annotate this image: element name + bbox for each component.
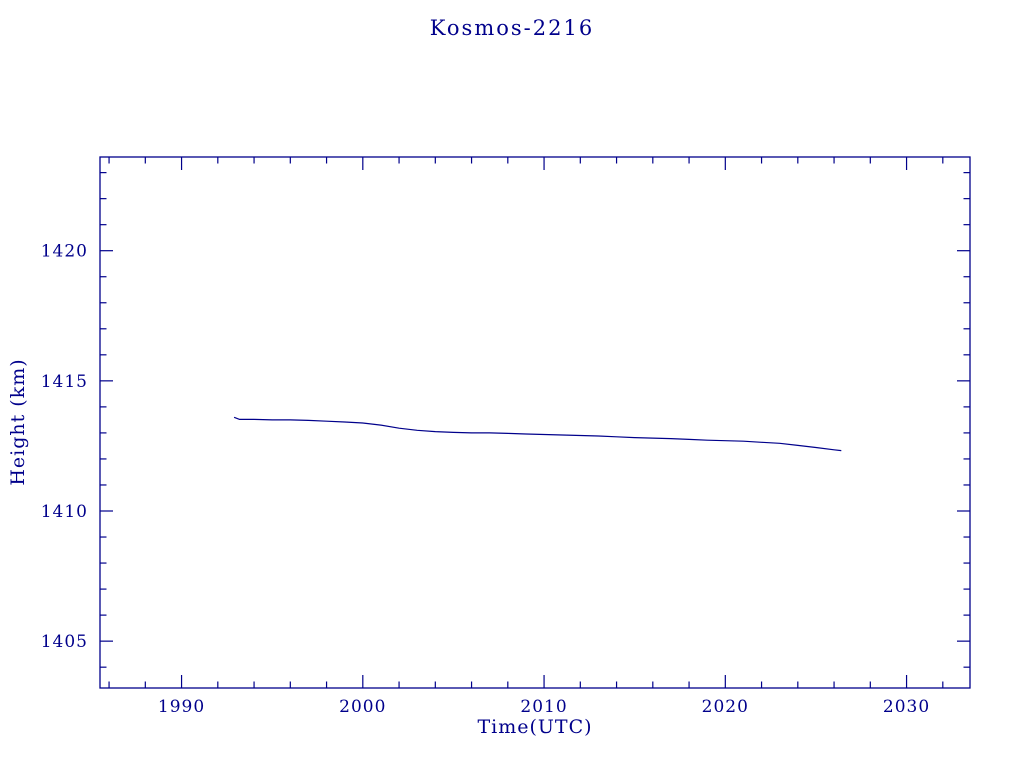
- x-tick-label: 2030: [883, 697, 930, 717]
- plot-frame: [99, 156, 971, 689]
- x-tick-label: 2000: [339, 697, 386, 717]
- data-series-line: [233, 416, 842, 452]
- x-tick-label: 2010: [520, 697, 567, 717]
- y-tick-label: 1420: [41, 242, 88, 262]
- y-tick-label: 1415: [41, 372, 88, 392]
- y-tick-label: 1405: [41, 632, 88, 652]
- x-tick-label: 2020: [702, 697, 749, 717]
- x-tick-label: 1990: [158, 697, 205, 717]
- x-axis-label: Time(UTC): [477, 716, 593, 738]
- chart-title: Kosmos-2216: [429, 16, 595, 40]
- y-axis-label: Height (km): [7, 358, 29, 486]
- y-tick-label: 1410: [41, 502, 88, 522]
